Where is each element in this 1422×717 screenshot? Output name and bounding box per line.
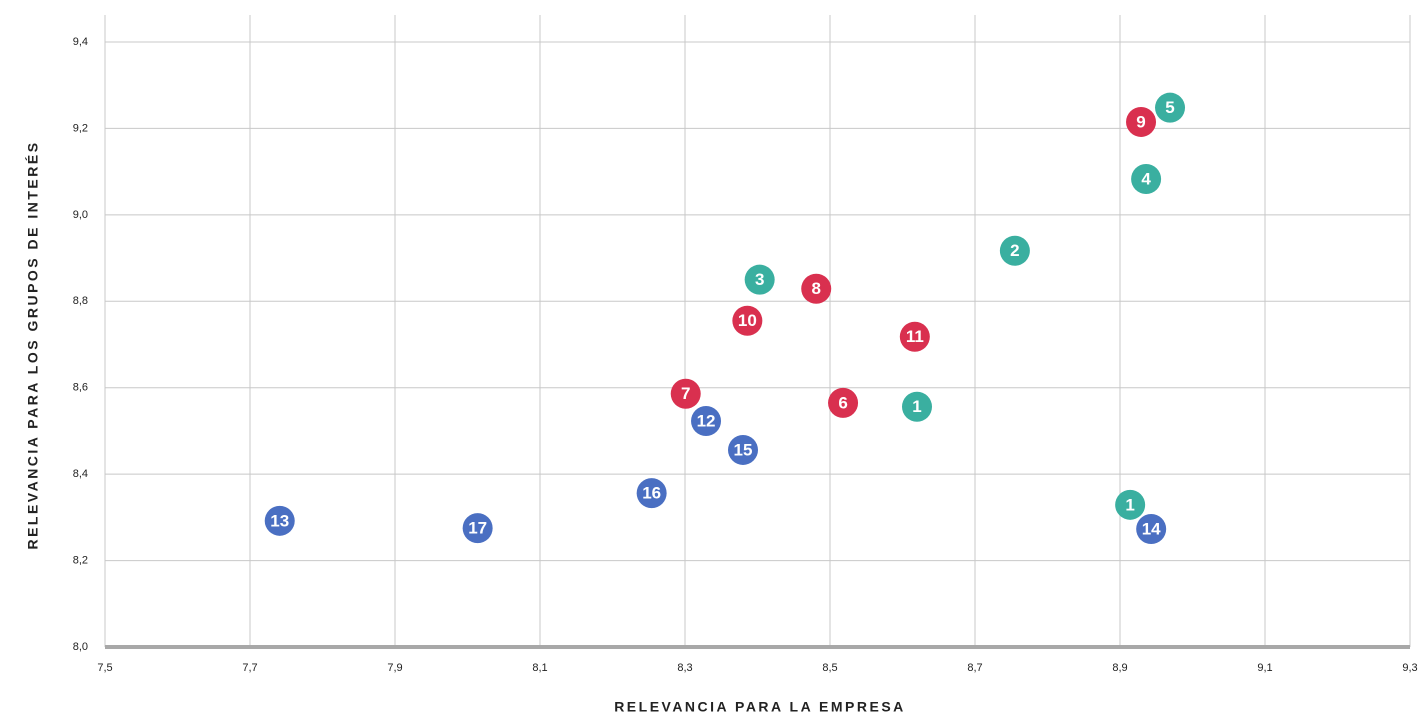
y-tick-label: 8,2: [73, 554, 88, 566]
point-label: 13: [270, 511, 289, 530]
point-label: 1: [912, 397, 921, 416]
x-tick-label: 8,9: [1112, 662, 1127, 674]
y-tick-label: 8,6: [73, 382, 88, 394]
point-label: 5: [1165, 98, 1174, 117]
point-label: 12: [697, 411, 716, 430]
point: [728, 434, 758, 465]
y-tick-label: 9,4: [73, 36, 88, 48]
point: [462, 513, 493, 544]
point: [744, 264, 775, 295]
point-label: 6: [838, 393, 847, 412]
point: [1131, 163, 1162, 194]
x-tick-label: 9,3: [1402, 662, 1417, 674]
point-label: 11: [906, 327, 924, 346]
point: [999, 235, 1030, 266]
point: [636, 478, 667, 509]
point-label: 15: [734, 440, 753, 459]
y-tick-label: 8,0: [73, 641, 88, 653]
point-label: 14: [1142, 520, 1161, 539]
x-tick-label: 8,3: [677, 662, 692, 674]
x-tick-label: 7,9: [387, 662, 402, 674]
y-tick-label: 9,0: [73, 209, 88, 221]
point-label: 9: [1136, 112, 1145, 131]
x-tick-label: 7,7: [242, 662, 257, 674]
point: [732, 305, 763, 336]
x-tick-label: 7,5: [97, 662, 112, 674]
point: [902, 391, 932, 422]
point-label: 3: [755, 270, 764, 289]
x-tick-label: 9,1: [1257, 662, 1272, 674]
point-label: 4: [1141, 169, 1151, 188]
point: [1155, 92, 1186, 123]
x-tick-label: 8,1: [532, 662, 547, 674]
point-label: 8: [811, 279, 820, 298]
point-label: 17: [468, 519, 487, 538]
point-label: 2: [1010, 241, 1019, 260]
point-label: 10: [738, 311, 757, 330]
x-tick-label: 8,5: [822, 662, 837, 674]
point: [828, 387, 859, 418]
point: [670, 378, 701, 409]
y-tick-label: 8,4: [73, 468, 88, 480]
point: [691, 405, 722, 436]
point-label: 16: [642, 484, 661, 503]
y-tick-label: 8,8: [73, 295, 88, 307]
y-axis-title: RELEVANCIA PARA LOS GRUPOS DE INTERÉS: [25, 140, 41, 549]
point-label: 1: [1125, 495, 1134, 514]
point: [1126, 106, 1157, 137]
point: [1136, 514, 1167, 545]
y-tick-label: 9,2: [73, 122, 88, 134]
point: [899, 321, 930, 352]
x-tick-label: 8,7: [967, 662, 982, 674]
x-axis-title: RELEVANCIA PARA LA EMPRESA: [614, 699, 906, 715]
point-label: 7: [681, 384, 690, 403]
point: [1115, 489, 1146, 520]
point: [264, 505, 295, 536]
point: [801, 273, 832, 304]
